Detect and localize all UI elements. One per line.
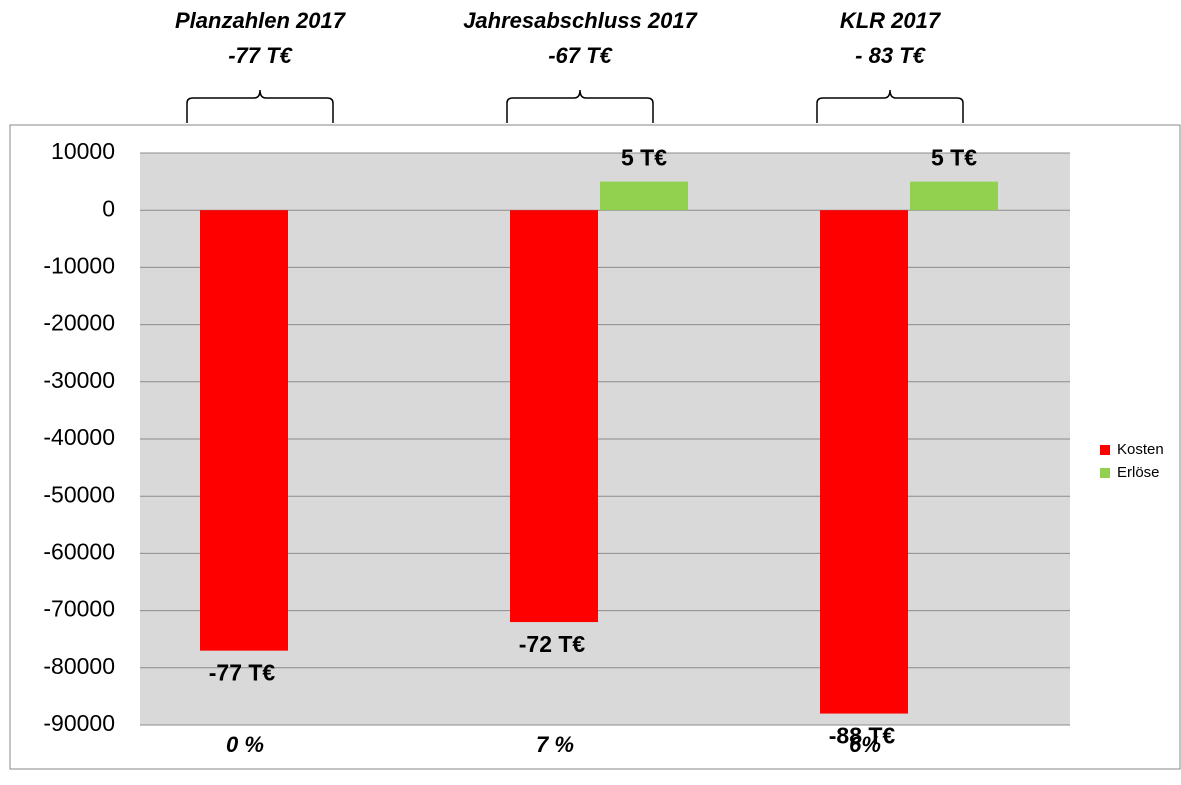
annotation: KLR 2017: [840, 8, 942, 33]
y-tick-label: -20000: [43, 310, 115, 336]
legend-swatch: [1100, 445, 1110, 455]
bar: [600, 181, 688, 211]
bar: [200, 210, 288, 651]
x-tick-label: 6%: [849, 732, 881, 757]
bar: [820, 210, 908, 714]
y-tick-label: -50000: [43, 481, 115, 507]
y-tick-label: -90000: [43, 710, 115, 736]
legend-label: Erlöse: [1117, 464, 1160, 481]
brace: [186, 89, 334, 123]
value-label: 5 T€: [621, 145, 667, 171]
brace: [816, 89, 964, 123]
annotation: -67 T€: [548, 43, 613, 68]
y-tick-label: 10000: [51, 138, 115, 164]
legend-label: Kosten: [1117, 441, 1164, 458]
annotation: Jahresabschluss 2017: [463, 8, 698, 33]
y-tick-label: -70000: [43, 596, 115, 622]
y-tick-label: -10000: [43, 252, 115, 278]
value-label: -88 T€: [829, 723, 896, 749]
y-tick-label: -80000: [43, 653, 115, 679]
brace: [506, 89, 654, 123]
y-tick-label: -40000: [43, 424, 115, 450]
legend-swatch: [1100, 468, 1110, 478]
x-tick-label: 0 %: [226, 732, 264, 757]
bar: [910, 181, 998, 211]
y-tick-label: -60000: [43, 538, 115, 564]
value-label: 5 T€: [931, 145, 977, 171]
bar: [510, 210, 598, 623]
annotation: -77 T€: [228, 43, 293, 68]
annotation: - 83 T€: [855, 43, 926, 68]
y-tick-label: 0: [102, 195, 115, 221]
value-label: -72 T€: [519, 631, 586, 657]
x-tick-label: 7 %: [536, 732, 574, 757]
annotation: Planzahlen 2017: [175, 8, 347, 33]
y-tick-label: -30000: [43, 367, 115, 393]
value-label: -77 T€: [209, 660, 276, 686]
